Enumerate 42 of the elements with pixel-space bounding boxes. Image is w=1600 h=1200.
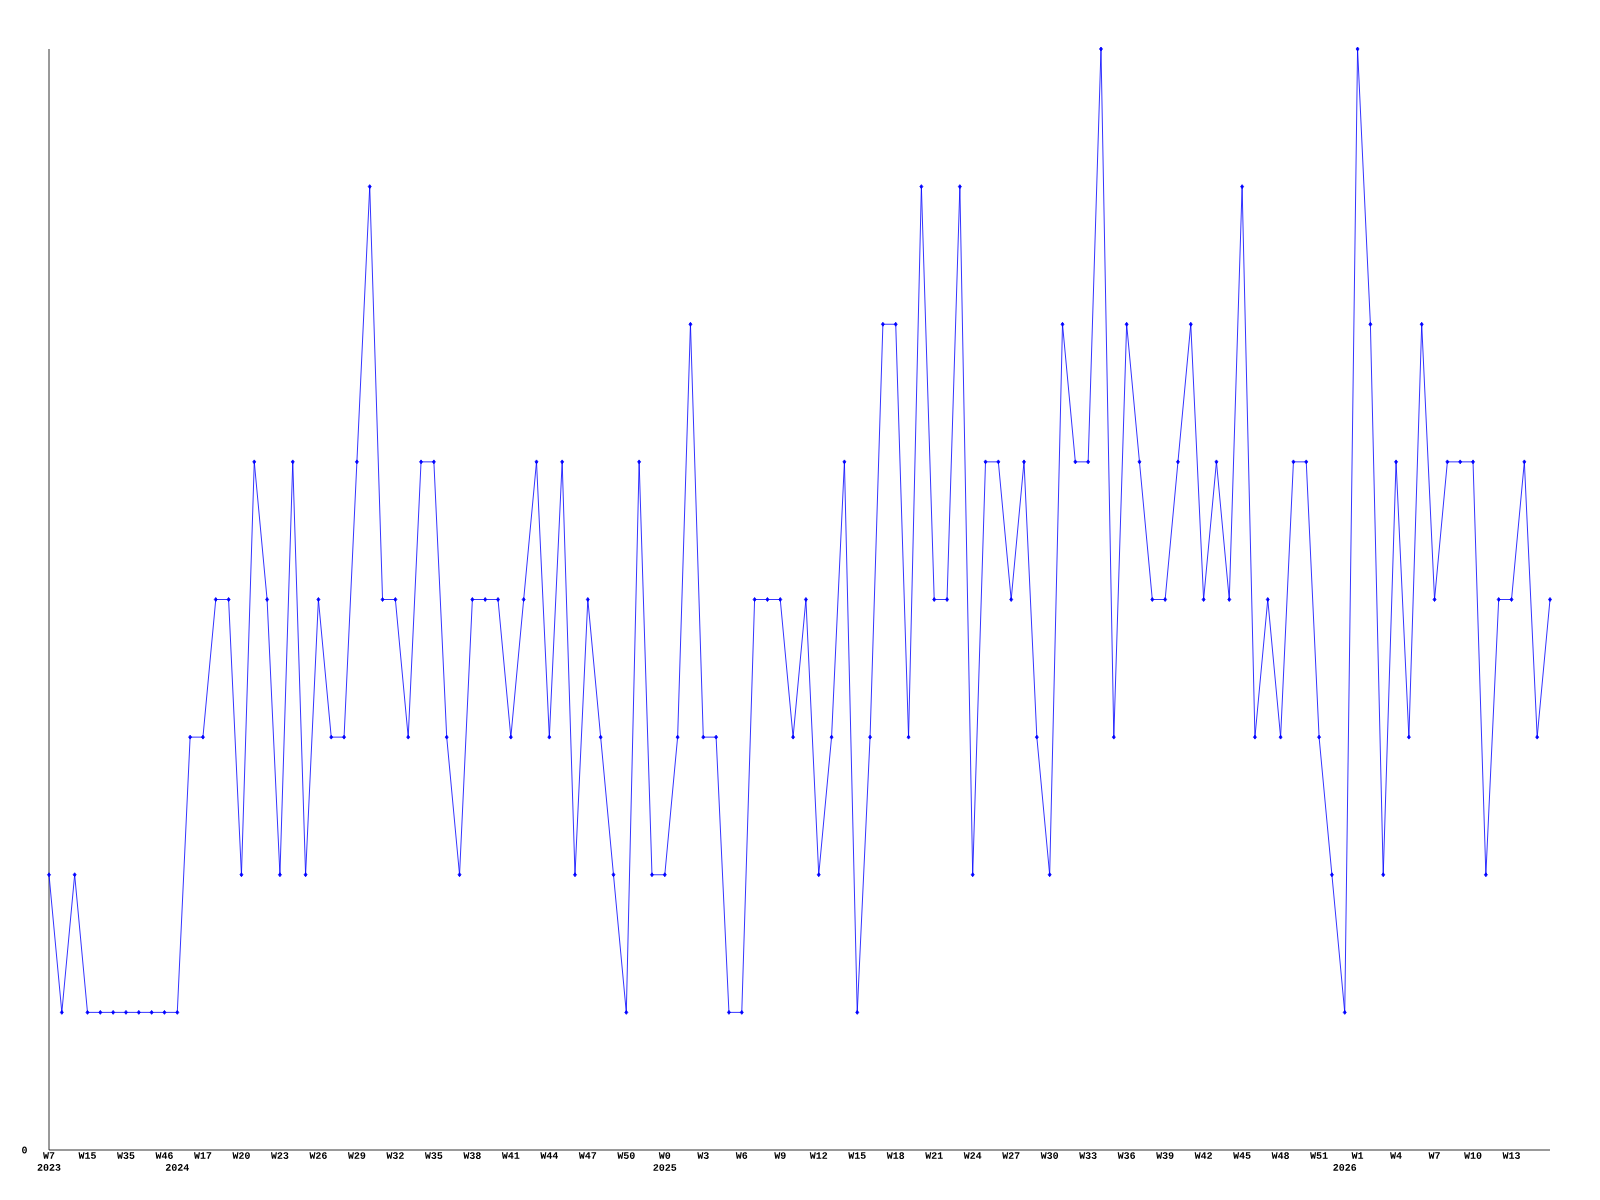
x-tick-label: W3	[697, 1152, 709, 1159]
x-tick-label: W50	[617, 1152, 635, 1159]
x-tick-label: W15	[848, 1152, 866, 1159]
x-tick-label: W18	[886, 1152, 905, 1159]
x-tick-label: W36	[1117, 1152, 1136, 1159]
x-tick-label: W35	[117, 1152, 135, 1159]
x-tick-label: 2024	[165, 1164, 189, 1171]
x-tick-label: W45	[1233, 1152, 1251, 1159]
x-tick-label: W26	[309, 1152, 327, 1159]
x-tick-label: W12	[809, 1152, 828, 1159]
x-tick-label: W38	[463, 1152, 481, 1159]
x-tick-label: W13	[1502, 1152, 1520, 1159]
x-tick-label: W42	[1194, 1152, 1212, 1159]
x-tick-label: W10	[1464, 1152, 1482, 1159]
x-tick-label: W15	[78, 1152, 96, 1159]
x-tick-label: W23	[270, 1152, 289, 1159]
x-tick-label: W35	[424, 1152, 443, 1159]
x-tick-label: W27	[1002, 1152, 1020, 1159]
x-tick-label: W17	[193, 1152, 212, 1159]
x-tick-label: W41	[501, 1152, 520, 1159]
x-tick-label: W1	[1351, 1152, 1364, 1159]
x-tick-label: W21	[925, 1152, 943, 1159]
x-tick-label: W7 2023	[37, 1152, 61, 1171]
x-tick-label: W9	[774, 1152, 786, 1159]
x-tick-label: W7	[1428, 1152, 1440, 1159]
x-tick-label: 2026	[1333, 1164, 1357, 1171]
x-tick-label: W24	[963, 1152, 982, 1159]
x-tick-label: W48	[1271, 1152, 1290, 1159]
x-tick-label: W4	[1390, 1152, 1402, 1159]
x-tick-label: W39	[1156, 1152, 1174, 1159]
x-tick-label: W20	[232, 1152, 250, 1159]
x-tick-label: W44	[540, 1152, 559, 1159]
x-tick-label: W33	[1079, 1152, 1097, 1159]
text: 0	[22, 1146, 27, 1154]
x-tick-label: W46	[155, 1152, 173, 1159]
x-tick-label: W0 2025	[653, 1152, 677, 1171]
x-tick-label: W51	[1310, 1152, 1328, 1159]
x-tick-label: W29	[347, 1152, 366, 1159]
x-tick-label: W30	[1040, 1152, 1059, 1159]
x-tick-label: W47	[578, 1152, 597, 1159]
x-tick-label: W32	[386, 1152, 404, 1159]
x-tick-label: W6	[735, 1152, 748, 1159]
